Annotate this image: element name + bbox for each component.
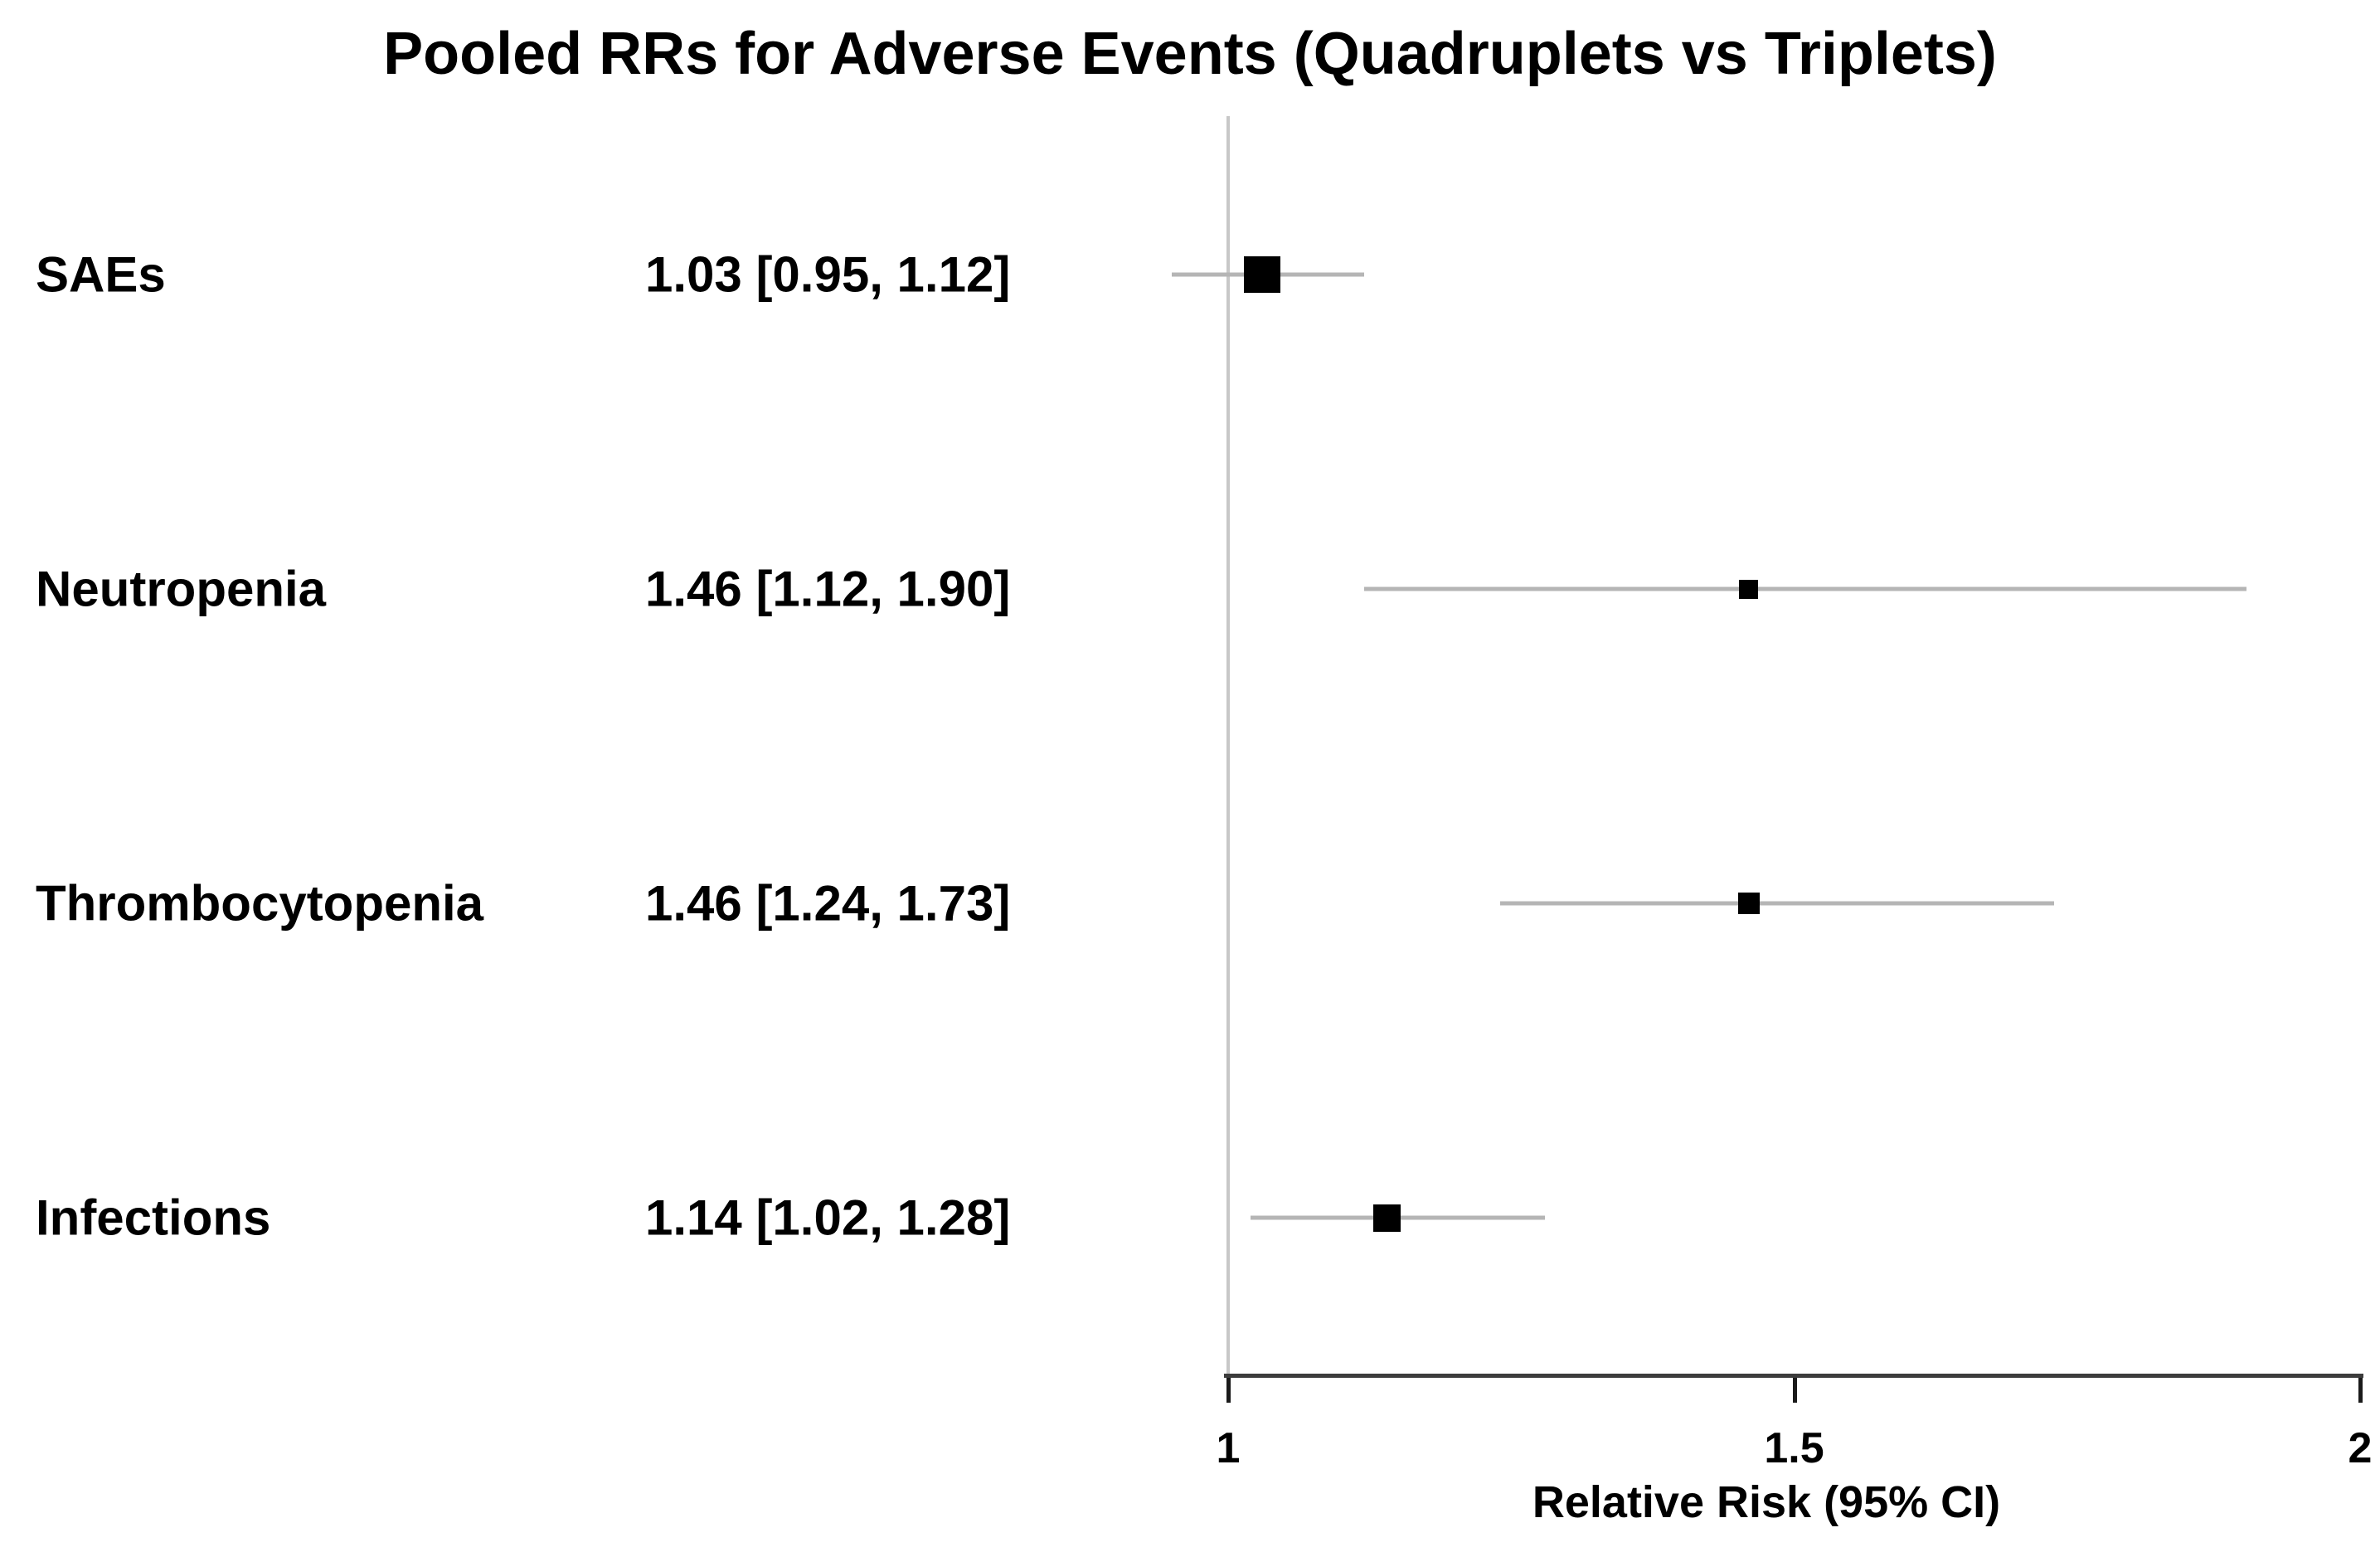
point-estimate-marker: [1739, 579, 1759, 599]
x-axis-tick-label: 1.5: [1764, 1424, 1824, 1472]
x-axis-tick: [1226, 1378, 1231, 1403]
row-estimate-text: 1.03 [0.95, 1.12]: [645, 246, 1011, 303]
row-estimate-text: 1.14 [1.02, 1.28]: [645, 1190, 1011, 1246]
x-axis-label: Relative Risk (95% CI): [1532, 1477, 2001, 1527]
ci-line: [1363, 586, 2247, 591]
point-estimate-marker: [1372, 1204, 1401, 1232]
x-axis-tick: [1792, 1378, 1797, 1403]
row-label: Thrombocytopenia: [36, 875, 484, 932]
x-axis-tick-label: 1: [1216, 1424, 1241, 1472]
row-label: SAEs: [36, 246, 166, 303]
x-axis-tick: [2358, 1378, 2363, 1403]
ci-line: [1499, 901, 2055, 906]
x-axis-tick-label: 2: [2348, 1424, 2373, 1472]
point-estimate-marker: [1737, 893, 1760, 914]
reference-line: [1226, 116, 1230, 1374]
chart-title: Pooled RRs for Adverse Events (Quadruple…: [383, 21, 1997, 87]
row-label: Neutropenia: [36, 561, 327, 617]
row-estimate-text: 1.46 [1.12, 1.90]: [645, 561, 1011, 617]
x-axis-line: [1224, 1374, 2363, 1378]
point-estimate-marker: [1243, 256, 1280, 293]
row-label: Infections: [36, 1190, 271, 1246]
row-estimate-text: 1.46 [1.24, 1.73]: [645, 875, 1011, 932]
